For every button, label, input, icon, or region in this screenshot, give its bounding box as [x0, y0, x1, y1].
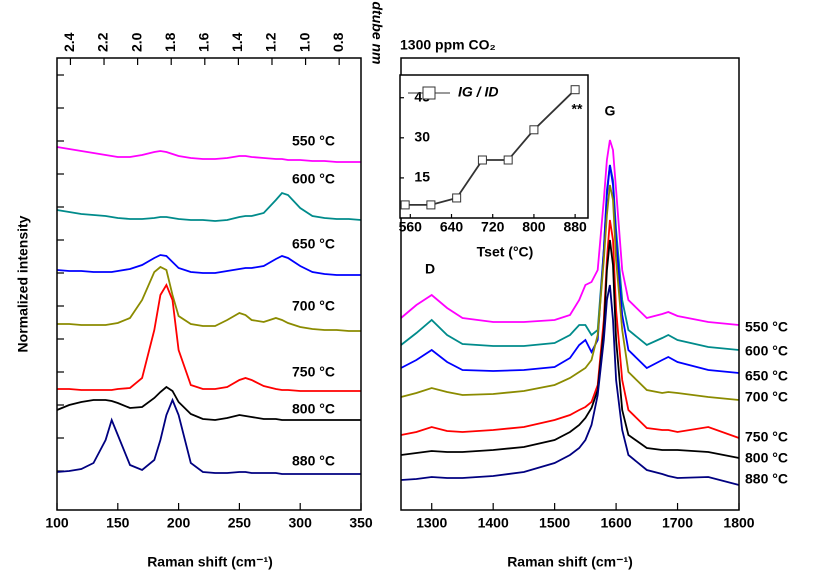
- plot: 1300 1400 1500 1600 1700 1800 550 °C 600 °C 650 …: [400, 37, 788, 570]
- x-tick-label: 1700: [662, 515, 693, 531]
- data-line: [400, 284, 740, 486]
- data-line: [400, 184, 740, 401]
- data-point: [452, 193, 462, 203]
- data-line: [56, 191, 362, 222]
- data-line: [56, 397, 361, 475]
- data-point: [529, 125, 539, 135]
- data-point: [477, 155, 487, 165]
- x-tick-label: 250: [228, 515, 252, 531]
- x-tick-label: 100: [45, 515, 69, 531]
- series-label: 880 °C: [292, 453, 335, 469]
- x-tick-label: 880: [563, 219, 587, 235]
- data-line: [400, 219, 740, 439]
- series-label: 750 °C: [745, 429, 788, 445]
- x2-tick-label: 1.6: [196, 32, 212, 52]
- annotation: G: [605, 103, 616, 119]
- data-point: [426, 200, 436, 210]
- data-line: [57, 265, 361, 332]
- plot-frame: [56, 57, 362, 511]
- x-tick-label: 350: [349, 515, 373, 531]
- data-line: [400, 239, 740, 459]
- data-line: [56, 146, 361, 163]
- x2-tick-label: 1.4: [229, 32, 245, 52]
- x-tick-label: 200: [167, 515, 191, 531]
- x-axis-label: Raman shift (cm⁻¹): [507, 554, 633, 570]
- data-point: [400, 200, 410, 210]
- x2-axis-label: dtube nm: [369, 2, 385, 65]
- data-line: [56, 385, 361, 421]
- series-label: 600 °C: [292, 171, 335, 187]
- series-label: 750 °C: [292, 364, 335, 380]
- x2-tick-label: 1.0: [296, 32, 312, 52]
- data-line: [400, 139, 740, 326]
- data-line: [57, 282, 361, 392]
- series-label: 800 °C: [745, 450, 788, 466]
- x-tick-label: 150: [106, 515, 130, 531]
- x-tick-label: 720: [481, 219, 505, 235]
- x2-tick-label: 0.8: [330, 32, 346, 52]
- series-label: 600 °C: [745, 343, 788, 359]
- series-label: 650 °C: [292, 236, 335, 252]
- x-axis-label: Raman shift (cm⁻¹): [147, 554, 273, 570]
- x-tick-label: 560: [399, 219, 423, 235]
- x-tick-label: 1800: [723, 515, 754, 531]
- plot-frame: [400, 57, 740, 511]
- legend-label: IG / ID: [458, 84, 498, 100]
- y-tick-label: 30: [414, 129, 430, 145]
- series-label: 650 °C: [745, 368, 788, 384]
- plot-frame: [399, 74, 589, 219]
- x-tick-label: 1300: [416, 515, 447, 531]
- x-tick-label: 1400: [478, 515, 509, 531]
- y-tick-label: 15: [414, 169, 430, 185]
- chart-title: 1300 ppm CO₂: [400, 37, 496, 53]
- annotation: D: [425, 261, 435, 277]
- data-point: [503, 155, 513, 165]
- y-axis-label: Normalized intensity: [15, 215, 31, 352]
- legend-marker: [422, 86, 436, 100]
- x-tick-label: 800: [522, 219, 546, 235]
- x-axis-label: Tset (°C): [477, 244, 534, 260]
- plot: 100 150 200 250 300 350 2.4 2.2 2.0 1.8 1.6 1.4 1.2 1…: [15, 2, 386, 570]
- x2-tick-label: 2.4: [61, 32, 77, 52]
- annotation: **: [572, 101, 583, 117]
- x-tick-label: 300: [289, 515, 313, 531]
- x2-tick-label: 1.8: [162, 32, 178, 52]
- series-label: 800 °C: [292, 401, 335, 417]
- x2-tick-label: 1.2: [263, 32, 279, 52]
- x-tick-label: 640: [440, 219, 464, 235]
- series-label: 880 °C: [745, 471, 788, 487]
- series-label: 700 °C: [745, 389, 788, 405]
- x2-tick-label: 2.2: [95, 32, 111, 52]
- x-tick-label: 1600: [601, 515, 632, 531]
- series-label: 550 °C: [292, 133, 335, 149]
- x2-tick-label: 2.0: [128, 32, 144, 52]
- series-label: 550 °C: [745, 319, 788, 335]
- series-label: 700 °C: [292, 298, 335, 314]
- data-point: [570, 85, 580, 95]
- data-line: [56, 254, 361, 276]
- x-tick-label: 1500: [539, 515, 570, 531]
